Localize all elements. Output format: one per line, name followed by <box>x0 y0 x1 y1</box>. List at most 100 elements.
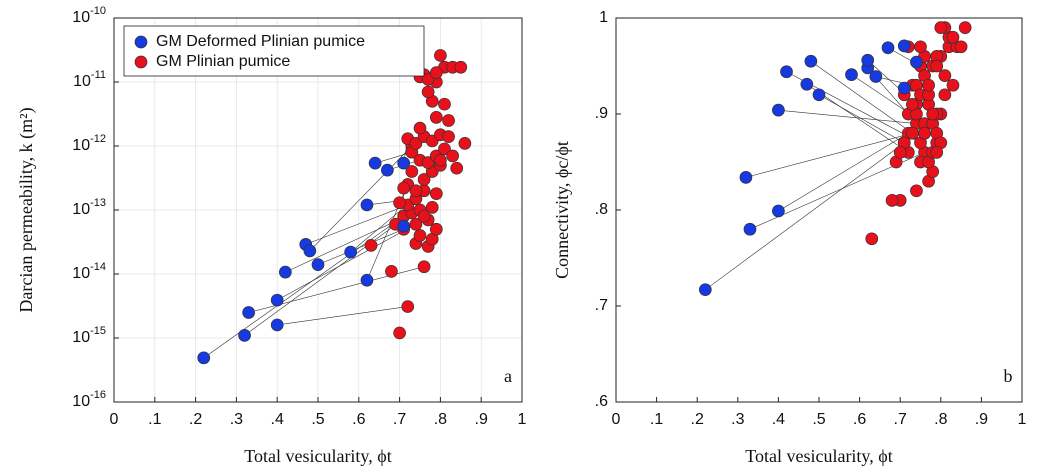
point <box>397 219 411 233</box>
y-tick-label: .7 <box>595 297 608 314</box>
point <box>368 156 382 170</box>
tie-line <box>277 223 417 301</box>
x-tick-label: .7 <box>393 411 406 428</box>
point <box>393 196 406 210</box>
point <box>409 137 423 150</box>
point <box>421 73 435 86</box>
axes-frame <box>113 17 523 403</box>
tie-line <box>317 228 404 265</box>
y-tick-label: .9 <box>595 105 608 122</box>
point <box>270 293 284 307</box>
point <box>421 85 435 99</box>
x-tick-label: .2 <box>189 411 202 428</box>
point <box>409 184 423 198</box>
tie-line <box>778 132 909 212</box>
legend-marker <box>134 55 148 69</box>
point <box>364 239 378 252</box>
point <box>780 65 793 79</box>
x-tick-label: .4 <box>271 411 284 428</box>
y-tick-label: 10-15 <box>72 325 106 346</box>
point <box>311 258 325 271</box>
point <box>804 54 818 68</box>
point <box>897 81 911 95</box>
point <box>197 351 211 365</box>
point <box>914 40 927 54</box>
y-tick-label: .6 <box>595 393 608 410</box>
point <box>800 77 814 91</box>
x-tick-label: .1 <box>148 411 161 428</box>
x-tick-label: .1 <box>650 411 663 428</box>
point <box>413 229 427 242</box>
point <box>458 137 472 150</box>
point <box>421 156 435 169</box>
point <box>926 107 940 121</box>
x-tick-label: .3 <box>230 411 243 428</box>
point <box>865 232 879 246</box>
x-tick-label: .8 <box>434 411 447 428</box>
x-tick-label: .5 <box>311 411 324 428</box>
point <box>434 153 447 167</box>
point <box>434 49 447 62</box>
point <box>845 68 858 81</box>
panel-label: b <box>1004 366 1013 386</box>
x-tick-label: .6 <box>853 411 866 428</box>
point <box>270 318 284 332</box>
x-tick-label: .6 <box>352 411 365 428</box>
point <box>946 30 960 44</box>
point <box>743 222 757 236</box>
point <box>861 53 875 67</box>
point <box>772 204 785 218</box>
point <box>344 245 357 259</box>
point <box>303 244 317 258</box>
point <box>930 146 944 159</box>
point <box>360 273 374 287</box>
point <box>401 300 415 313</box>
tie-line <box>810 60 913 134</box>
point <box>881 41 895 55</box>
legend-marker <box>134 35 148 49</box>
point <box>381 163 394 177</box>
point <box>405 165 419 178</box>
tie-line <box>277 306 408 326</box>
point <box>417 173 431 186</box>
x-tick-label: .7 <box>894 411 907 428</box>
point <box>893 146 907 159</box>
point <box>429 222 443 236</box>
x-tick-label: .8 <box>934 411 947 428</box>
point <box>279 265 292 279</box>
y-tick-label: 10-16 <box>72 389 106 410</box>
point <box>930 59 944 73</box>
point <box>438 142 451 156</box>
point <box>429 111 443 124</box>
x-tick-label: 1 <box>1018 411 1027 428</box>
x-tick-label: .5 <box>812 411 825 428</box>
y-tick-label: 10-13 <box>72 197 106 218</box>
tie-line <box>375 151 412 164</box>
point <box>242 306 255 319</box>
point <box>417 209 431 223</box>
y-tick-label: 1 <box>599 9 608 26</box>
point <box>698 283 712 297</box>
y-tick-label: 10-10 <box>72 5 106 26</box>
point <box>897 39 911 53</box>
y-tick-label: 10-11 <box>73 69 106 90</box>
axes-frame <box>615 17 1023 403</box>
point <box>934 21 948 34</box>
legend-label: GM Plinian pumice <box>156 53 290 70</box>
point <box>922 78 935 92</box>
tie-line <box>705 142 905 290</box>
y-tick-label: 10-12 <box>72 133 106 154</box>
y-tick-label: 10-14 <box>72 261 106 282</box>
point <box>413 121 427 135</box>
point <box>938 69 952 82</box>
x-tick-label: 0 <box>110 411 119 428</box>
point <box>385 265 398 278</box>
point <box>885 194 899 207</box>
tie-line <box>309 145 413 252</box>
point <box>946 78 960 92</box>
point <box>238 329 251 342</box>
x-tick-label: .9 <box>975 411 988 428</box>
point <box>360 198 374 212</box>
point <box>393 326 406 340</box>
point <box>454 60 468 74</box>
